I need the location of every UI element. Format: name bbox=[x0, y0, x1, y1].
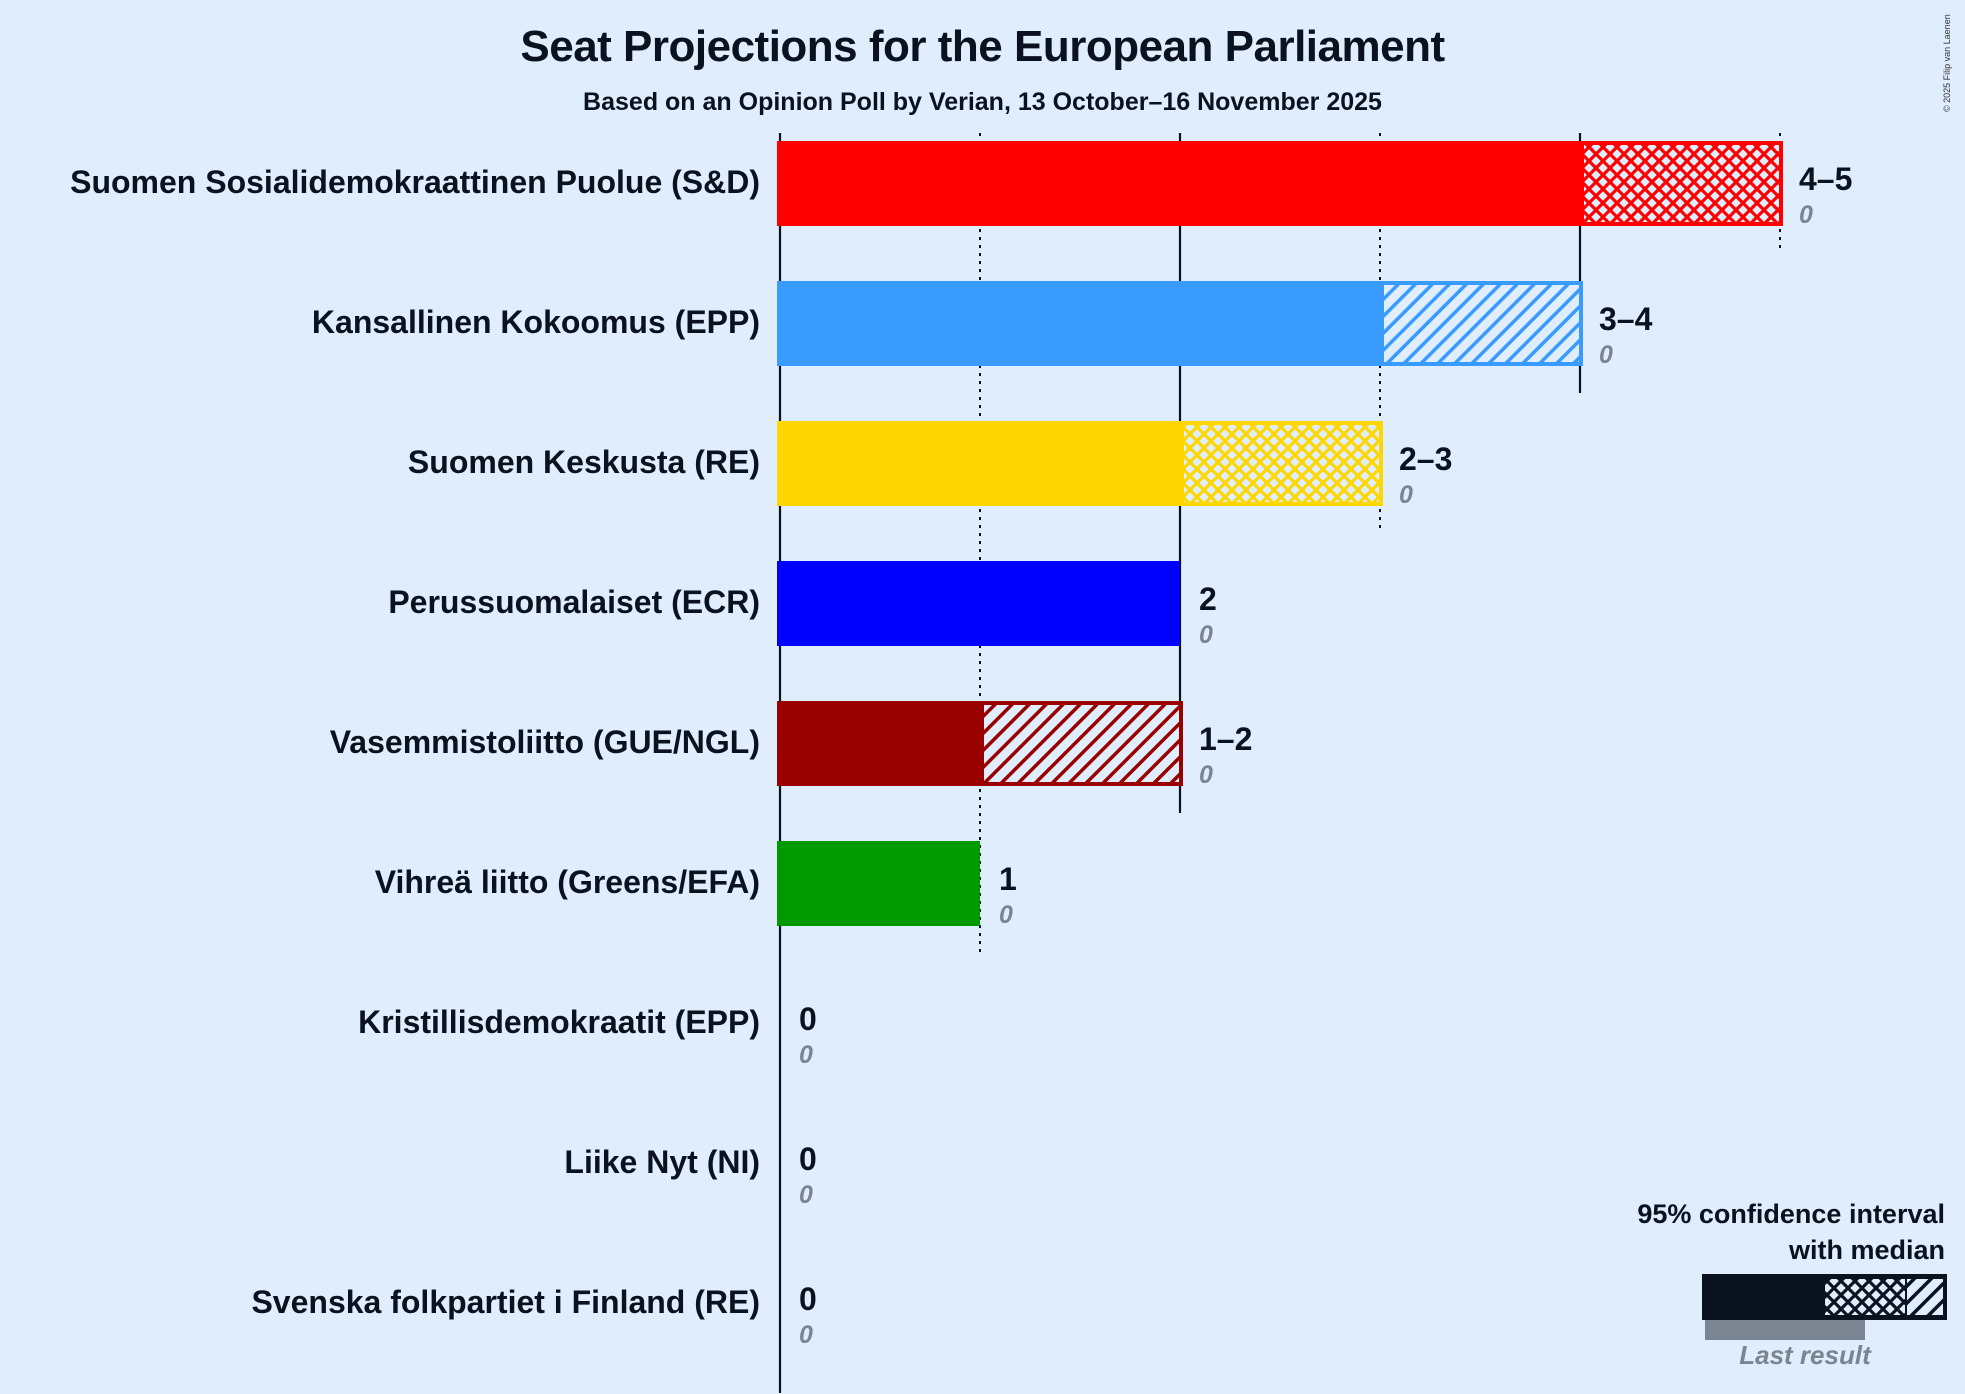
seat-range-label: 2 bbox=[1199, 581, 1217, 617]
last-result-label: 0 bbox=[999, 901, 1013, 929]
bar-solid bbox=[777, 701, 980, 786]
last-result-label: 0 bbox=[1199, 621, 1213, 649]
last-result-label: 0 bbox=[1399, 481, 1413, 509]
chart-subtitle: Based on an Opinion Poll by Verian, 13 O… bbox=[583, 88, 1382, 116]
legend-ci-bar bbox=[1702, 1274, 1947, 1320]
bar-solid bbox=[777, 561, 1180, 646]
legend-last-result-bar bbox=[1705, 1320, 1865, 1340]
seat-range-label: 3–4 bbox=[1599, 301, 1653, 337]
bar-solid bbox=[777, 421, 1180, 506]
legend-line-2: with median bbox=[1788, 1235, 1945, 1265]
last-result-label: 0 bbox=[1199, 761, 1213, 789]
bar-solid bbox=[777, 141, 1580, 226]
legend-graphic bbox=[1702, 1274, 1947, 1340]
party-label: Liike Nyt (NI) bbox=[564, 1144, 760, 1180]
last-result-label: 0 bbox=[799, 1041, 813, 1069]
legend-line-1: 95% confidence interval bbox=[1637, 1199, 1945, 1229]
seat-range-label: 1 bbox=[999, 861, 1017, 897]
seat-range-label: 4–5 bbox=[1799, 161, 1853, 197]
chart-title: Seat Projections for the European Parlia… bbox=[520, 22, 1445, 71]
legend-last-result-label: Last result bbox=[1739, 1340, 1871, 1370]
bar-solid bbox=[777, 841, 980, 926]
seat-range-label: 0 bbox=[799, 1001, 817, 1037]
bar-solid bbox=[777, 281, 1380, 366]
seat-range-label: 2–3 bbox=[1399, 441, 1453, 477]
last-result-label: 0 bbox=[799, 1181, 813, 1209]
last-result-label: 0 bbox=[1599, 341, 1613, 369]
seat-range-label: 1–2 bbox=[1199, 721, 1253, 757]
seat-range-label: 0 bbox=[799, 1281, 817, 1317]
bars bbox=[777, 141, 1783, 926]
bar-ci bbox=[1180, 421, 1383, 506]
party-label: Svenska folkpartiet i Finland (RE) bbox=[251, 1284, 760, 1320]
last-result-label: 0 bbox=[1799, 201, 1813, 229]
legend-title: 95% confidence interval with median bbox=[1637, 1196, 1945, 1268]
party-label: Suomen Keskusta (RE) bbox=[407, 444, 760, 480]
seat-range-label: 0 bbox=[799, 1141, 817, 1177]
party-label: Vasemmistoliitto (GUE/NGL) bbox=[329, 724, 760, 760]
party-label: Vihreä liitto (Greens/EFA) bbox=[374, 864, 760, 900]
bar-ci bbox=[980, 701, 1183, 786]
party-label: Perussuomalaiset (ECR) bbox=[388, 584, 760, 620]
party-label: Kansallinen Kokoomus (EPP) bbox=[311, 304, 760, 340]
bar-ci bbox=[1380, 281, 1583, 366]
party-label: Suomen Sosialidemokraattinen Puolue (S&D… bbox=[70, 164, 760, 200]
party-label: Kristillisdemokraatit (EPP) bbox=[358, 1004, 760, 1040]
last-result-label: 0 bbox=[799, 1321, 813, 1349]
bar-ci bbox=[1580, 141, 1783, 226]
